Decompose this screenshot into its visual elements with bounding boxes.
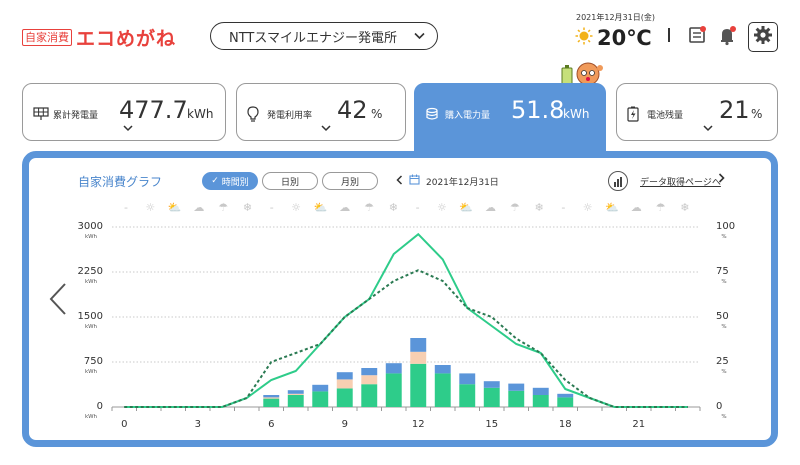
umbrella-icon: ☂ <box>509 201 520 214</box>
weather-none: - <box>269 201 274 214</box>
tab-label: 日別 <box>280 177 299 188</box>
chevron-down-icon <box>123 122 133 135</box>
card-value: 21 <box>719 96 750 124</box>
temperature: 20℃ <box>597 26 652 50</box>
logo-text: エコめがね <box>76 28 177 50</box>
card-purchased-power[interactable]: 購入電力量 51.8 kWh <box>414 83 606 153</box>
data-page-link[interactable]: データ取得ページへ <box>640 178 721 188</box>
header-date: 2021年12月31日(金) <box>576 13 655 22</box>
card-unit: % <box>751 107 763 121</box>
coins-icon <box>425 106 439 120</box>
tab-daily[interactable]: 日別 <box>262 172 318 190</box>
umbrella-icon: ☂ <box>364 201 374 214</box>
graph-date[interactable]: 2021年12月31日 <box>426 177 499 188</box>
chevron-down-icon <box>414 29 425 43</box>
panel-title: 自家消費グラフ <box>78 175 163 189</box>
card-label: 電池残量 <box>647 111 684 121</box>
snow-icon: ❄ <box>680 201 690 214</box>
app-logo[interactable]: 自家消費 エコめがね <box>22 24 176 51</box>
card-value: 477.7 <box>119 96 188 124</box>
sun-icon: ☼ <box>582 201 593 214</box>
tab-label: 月別 <box>340 177 359 188</box>
sun-cloud-icon: ⛅ <box>459 201 474 214</box>
card-unit: kWh <box>563 107 590 121</box>
chart-type-button[interactable] <box>608 171 628 191</box>
bell-icon[interactable] <box>716 24 738 46</box>
gear-icon <box>753 25 773 49</box>
cloud-icon: ☁ <box>339 201 351 214</box>
card-label: 購入電力量 <box>445 111 491 121</box>
sun-icon: ☼ <box>145 201 156 214</box>
tab-label: 時間別 <box>221 177 249 188</box>
calendar-icon[interactable] <box>409 174 420 188</box>
sun-cloud-icon: ⛅ <box>167 201 182 214</box>
snow-icon: ❄ <box>534 201 544 214</box>
card-battery-level[interactable]: 電池残量 21 % <box>616 83 778 141</box>
prev-arrow-icon[interactable] <box>48 283 68 319</box>
bar-chart-icon <box>613 172 623 191</box>
chevron-right-icon[interactable] <box>718 173 725 186</box>
logo-box: 自家消費 <box>22 29 72 46</box>
plant-select-value: NTTスマイルエナジー発電所 <box>229 30 397 46</box>
chevron-down-icon <box>321 122 331 135</box>
card-label: 累計発電量 <box>53 111 99 121</box>
date-navigator: 2021年12月31日 <box>396 174 499 188</box>
weather-none: - <box>124 201 128 214</box>
sun-cloud-icon: ⛅ <box>605 201 619 214</box>
settings-button[interactable] <box>748 22 778 52</box>
weather-now: 20℃ <box>575 26 652 50</box>
tab-hourly[interactable]: ✓ 時間別 <box>202 172 258 190</box>
weather-none: - <box>561 201 566 214</box>
solar-panel-icon <box>33 106 49 120</box>
card-unit: % <box>371 107 383 121</box>
header-divider <box>668 28 670 42</box>
sun-icon: ☼ <box>291 201 302 214</box>
card-value: 42 <box>337 96 368 124</box>
weather-none: - <box>415 201 420 214</box>
card-label: 発電利用率 <box>267 111 313 121</box>
umbrella-icon: ☂ <box>218 201 229 214</box>
chevron-left-icon[interactable] <box>396 174 403 188</box>
report-icon[interactable] <box>686 24 708 46</box>
cloud-icon: ☁ <box>485 201 496 214</box>
plant-select[interactable]: NTTスマイルエナジー発電所 <box>210 22 438 50</box>
card-total-generation[interactable]: 累計発電量 477.7 kWh <box>22 83 226 141</box>
card-unit: kWh <box>187 107 214 121</box>
sun-cloud-icon: ⛅ <box>313 201 328 214</box>
snow-icon: ❄ <box>242 201 253 214</box>
graph-panel <box>22 151 778 447</box>
lightbulb-icon <box>247 106 261 122</box>
cloud-icon: ☁ <box>630 201 642 214</box>
card-generation-utilization[interactable]: 発電利用率 42 % <box>236 83 406 141</box>
sun-icon <box>575 27 593 49</box>
battery-icon <box>627 106 641 122</box>
tab-monthly[interactable]: 月別 <box>322 172 378 190</box>
snow-icon: ❄ <box>388 201 398 214</box>
card-value: 51.8 <box>511 96 565 124</box>
mascot-illustration <box>560 60 606 88</box>
umbrella-icon: ☂ <box>655 201 666 214</box>
sun-icon: ☼ <box>436 201 447 214</box>
chevron-down-icon <box>703 122 713 135</box>
check-icon: ✓ <box>211 176 219 186</box>
cloud-icon: ☁ <box>193 201 205 214</box>
